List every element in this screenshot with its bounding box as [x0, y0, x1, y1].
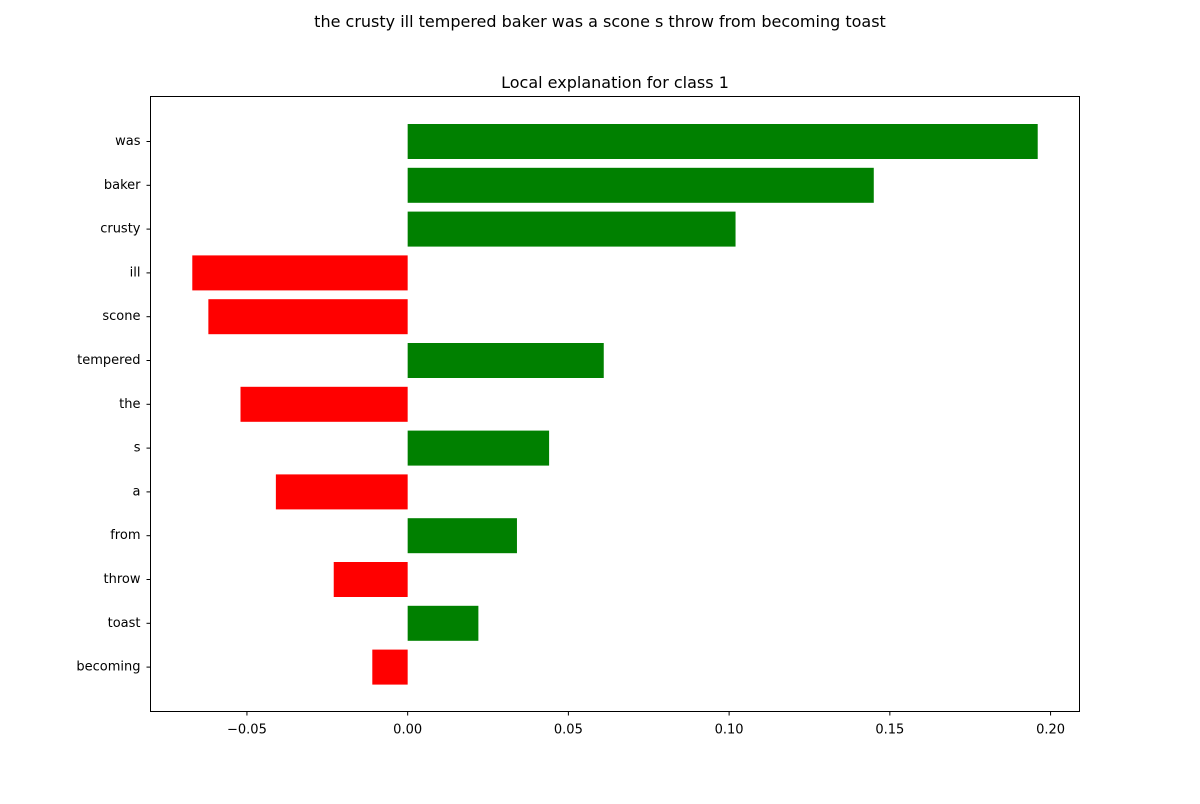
y-tick-label: s: [134, 441, 141, 456]
bar-a: [275, 474, 408, 510]
y-tick-label: becoming: [76, 660, 140, 675]
y-tick-label: a: [133, 484, 141, 499]
x-tick-label: 0.05: [554, 723, 583, 738]
y-tick-label: toast: [108, 616, 141, 631]
x-tick-label: 0.10: [715, 723, 744, 738]
x-tick-label: 0.20: [1036, 723, 1065, 738]
y-tick-label: scone: [102, 309, 140, 324]
x-tick-label: −0.05: [227, 723, 267, 738]
bar-from: [407, 518, 517, 554]
y-tick-label: baker: [104, 178, 141, 193]
bar-baker: [407, 167, 874, 203]
y-tick-label: was: [115, 134, 141, 149]
bar-was: [407, 124, 1038, 159]
chart-title: Local explanation for class 1: [501, 73, 729, 92]
x-ticks-group: −0.05 0.00 0.05 0.10 0.15 0.20: [227, 711, 1065, 738]
y-tick-label: from: [110, 528, 140, 543]
bar-becoming: [372, 649, 408, 685]
y-ticks-group: was baker crusty ill scone tempered the s a from t…: [76, 134, 151, 675]
bar-scone: [208, 299, 408, 335]
bar-s: [407, 430, 550, 466]
bar-the: [240, 386, 408, 422]
bar-ill: [192, 255, 408, 291]
y-tick-label: crusty: [100, 222, 141, 237]
plot-frame: [150, 96, 1080, 712]
figure-suptitle: the crusty ill tempered baker was a scon…: [314, 12, 886, 31]
x-tick-label: 0.00: [393, 723, 422, 738]
bar-toast: [407, 605, 479, 641]
bar-throw: [333, 562, 408, 597]
y-tick-label: tempered: [77, 353, 140, 368]
y-tick-label: the: [119, 397, 140, 412]
bar-tempered: [407, 343, 604, 378]
x-tick-label: 0.15: [875, 723, 904, 738]
y-tick-label: throw: [104, 572, 141, 587]
bar-crusty: [407, 211, 736, 247]
y-tick-label: ill: [130, 265, 141, 280]
bars-group: [192, 124, 1038, 685]
